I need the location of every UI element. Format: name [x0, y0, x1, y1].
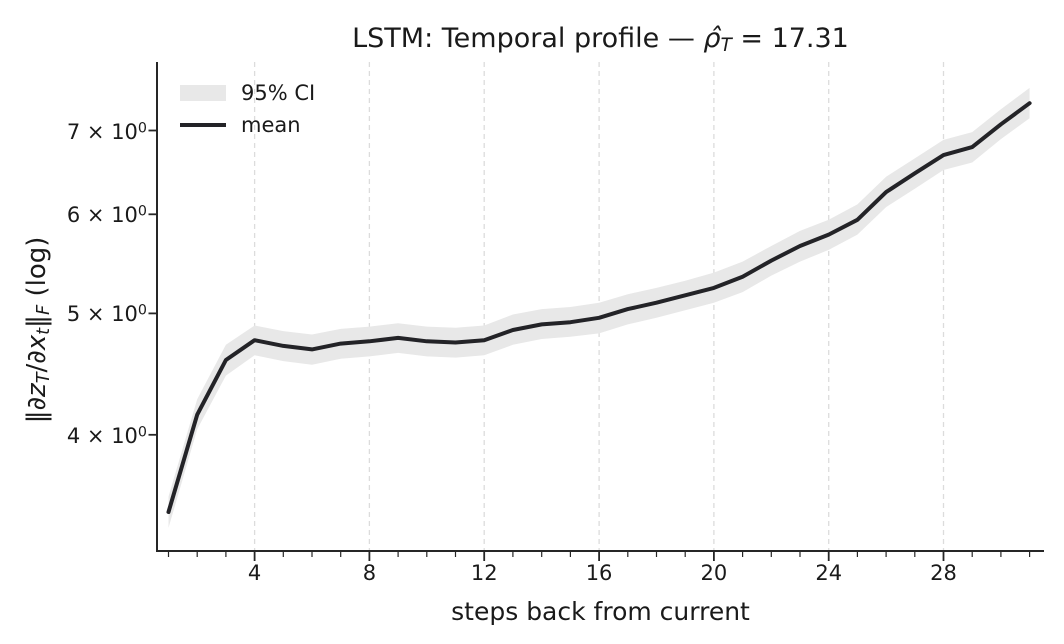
- x-tick-label: 28: [930, 561, 957, 585]
- y-tick-label: 4 × 100: [66, 423, 147, 448]
- legend-label-ci: 95% CI: [241, 81, 316, 105]
- x-tick-label: 24: [815, 561, 843, 585]
- legend-item-ci: 95% CI: [180, 77, 315, 109]
- ci-band: [168, 87, 1030, 528]
- x-tick-label: 12: [470, 561, 498, 585]
- y-tick-label: 5 × 100: [66, 302, 147, 327]
- legend-label-mean: mean: [241, 113, 301, 137]
- legend: 95% CI mean: [180, 77, 315, 141]
- x-tick-label: 16: [585, 561, 613, 585]
- legend-item-mean: mean: [180, 109, 315, 141]
- mean-line-swatch: [180, 123, 226, 127]
- mean-line: [166, 101, 1032, 514]
- x-axis-label: steps back from current: [451, 597, 750, 626]
- y-tick-label: 7 × 100: [66, 119, 147, 144]
- x-tick-label: 8: [362, 561, 377, 585]
- ci-band-swatch: [180, 85, 226, 101]
- y-axis-label: ‖∂zT/∂xt‖F (log): [22, 236, 54, 424]
- x-tick-label: 20: [700, 561, 728, 585]
- chart-title: LSTM: Temporal profile — ρ̂T = 17.31: [352, 23, 849, 57]
- x-tick-label: 4: [247, 561, 262, 585]
- y-tick-label: 6 × 100: [66, 203, 147, 228]
